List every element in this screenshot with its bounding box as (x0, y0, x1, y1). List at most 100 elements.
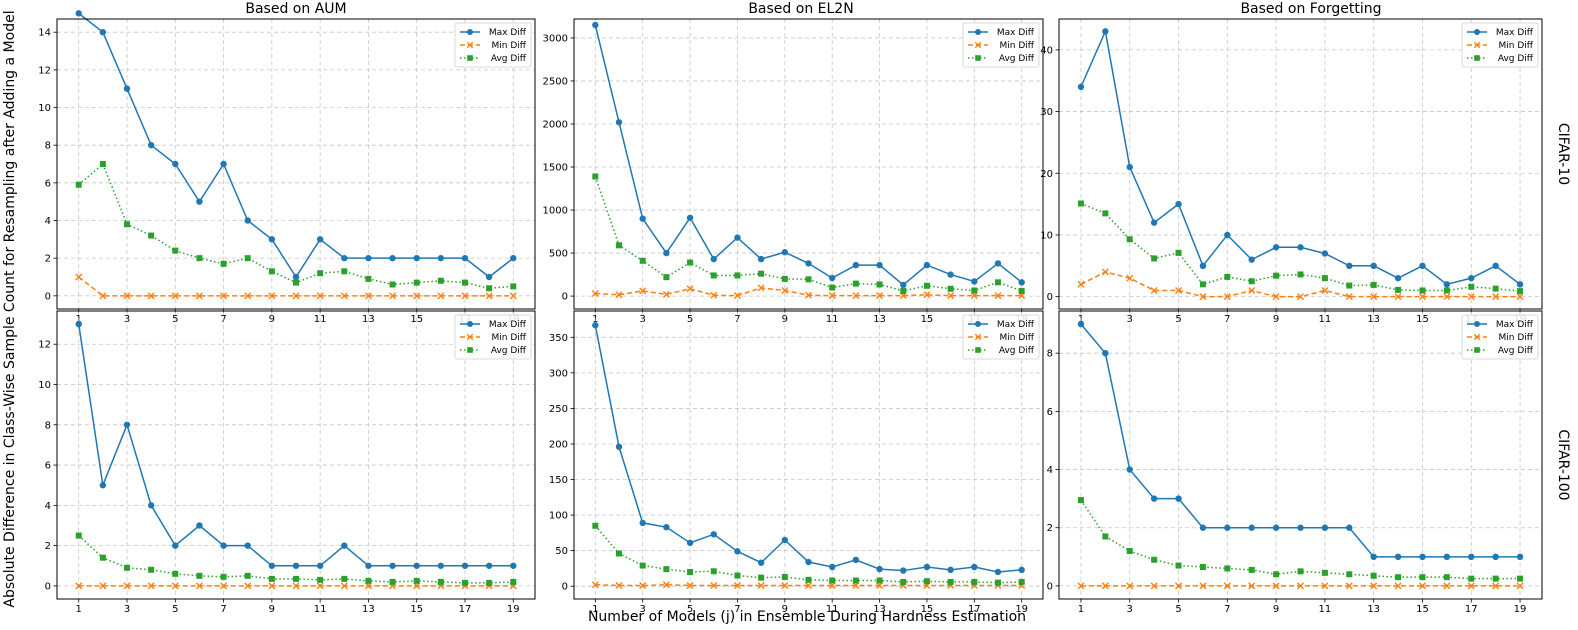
point-x-stroke (1150, 582, 1158, 590)
point-max-diff (389, 254, 396, 262)
point-min-diff (1297, 293, 1304, 301)
legend-marker-stroke (974, 333, 982, 341)
point-avg-diff (1151, 556, 1158, 563)
legend-label-avg-diff: Avg Diff (491, 54, 527, 64)
point-avg-diff (1492, 285, 1499, 292)
point-min-diff (710, 581, 718, 589)
x-tick-label: 3 (640, 604, 646, 615)
point-max-diff (1248, 524, 1255, 531)
point-x-stroke (1443, 293, 1451, 301)
point-x-stroke (1394, 582, 1402, 590)
legend-marker-min-diff (974, 333, 982, 341)
point-min-diff (195, 292, 203, 300)
point-avg-diff (710, 568, 717, 575)
y-tick-label: 30 (1040, 107, 1053, 118)
point-max-diff (1443, 281, 1451, 288)
point-min-diff (686, 581, 694, 589)
point-min-diff (1443, 582, 1451, 590)
point-min-diff (1199, 582, 1207, 590)
series-line-max-diff (594, 325, 1022, 573)
point-avg-diff (639, 562, 646, 569)
point-min-diff (1126, 274, 1134, 282)
legend-marker-min-diff (1473, 333, 1481, 341)
point-min-diff (1443, 293, 1451, 301)
point-max-diff (1370, 553, 1377, 561)
point-avg-diff (1224, 273, 1231, 280)
point-max-diff (75, 320, 82, 328)
point-avg-diff (900, 578, 907, 585)
point-avg-diff (1126, 548, 1133, 554)
point-avg-diff (876, 577, 883, 584)
axes-frame (573, 310, 1044, 600)
point-avg-diff (1248, 566, 1255, 573)
point-avg-diff (781, 573, 788, 580)
point-min-diff (781, 287, 789, 294)
point-x-stroke (1150, 286, 1158, 294)
point-x-stroke (340, 292, 348, 300)
point-min-diff (340, 582, 348, 590)
point-avg-diff (994, 579, 1001, 586)
point-max-diff (923, 261, 931, 269)
point-avg-diff (437, 578, 444, 585)
y-tick-label: 100 (549, 511, 568, 522)
point-max-diff (172, 542, 179, 549)
x-tick-label: 5 (687, 604, 693, 615)
point-x-stroke (1101, 268, 1109, 276)
point-max-diff (828, 563, 836, 571)
point-x-stroke (389, 292, 397, 300)
point-avg-diff (196, 255, 203, 262)
x-tick-label: 19 (1514, 604, 1527, 615)
point-max-diff (734, 548, 741, 555)
point-min-diff (1150, 286, 1158, 294)
x-tick-label: 13 (1367, 604, 1380, 615)
point-avg-diff (486, 285, 493, 292)
point-min-diff (389, 292, 397, 300)
point-avg-diff (1321, 569, 1328, 576)
point-min-diff (947, 292, 955, 300)
point-avg-diff (734, 572, 741, 579)
x-tick-label: 9 (269, 604, 275, 615)
point-avg-diff (268, 268, 275, 275)
point-avg-diff (1419, 574, 1426, 581)
point-min-diff (1345, 582, 1353, 590)
y-tick-label: 500 (549, 249, 568, 260)
point-avg-diff (900, 287, 907, 294)
point-max-diff (663, 249, 670, 257)
point-x-stroke (733, 292, 741, 300)
point-x-stroke (805, 291, 812, 299)
x-tick-label: 5 (1175, 604, 1181, 615)
point-avg-diff (1102, 533, 1109, 540)
point-avg-diff (947, 285, 954, 292)
point-min-diff (437, 292, 445, 300)
point-min-diff (615, 581, 623, 589)
point-max-diff (1297, 524, 1304, 531)
point-x-stroke (781, 581, 789, 589)
point-min-diff (710, 291, 718, 299)
axes-frame (56, 18, 536, 310)
y-tick-label: 350 (549, 333, 568, 344)
point-x-stroke (1248, 582, 1256, 590)
point-max-diff (1102, 349, 1109, 357)
point-max-diff (485, 562, 493, 569)
series-line-avg-diff (594, 525, 1022, 584)
legend: Max Diff Min Diff Avg Diff (1461, 314, 1539, 360)
y-tick-label: 1000 (543, 206, 568, 217)
point-avg-diff (486, 579, 493, 586)
point-min-diff (1467, 293, 1475, 301)
point-x-stroke (1199, 293, 1207, 301)
point-max-diff (734, 234, 741, 241)
point-max-diff (1272, 244, 1280, 251)
point-x-stroke (147, 292, 155, 300)
point-max-diff (1321, 524, 1329, 531)
point-max-diff (1077, 320, 1085, 328)
x-tick-label: 9 (1273, 604, 1279, 615)
point-min-diff (1248, 582, 1256, 590)
point-avg-diff (1248, 278, 1255, 285)
point-min-diff (639, 287, 647, 295)
series-line-max-diff (77, 323, 514, 567)
point-max-diff (1150, 495, 1158, 502)
x-axis-label: Number of Models (j) in Ensemble During … (588, 609, 1026, 625)
point-x-stroke (1126, 582, 1134, 590)
